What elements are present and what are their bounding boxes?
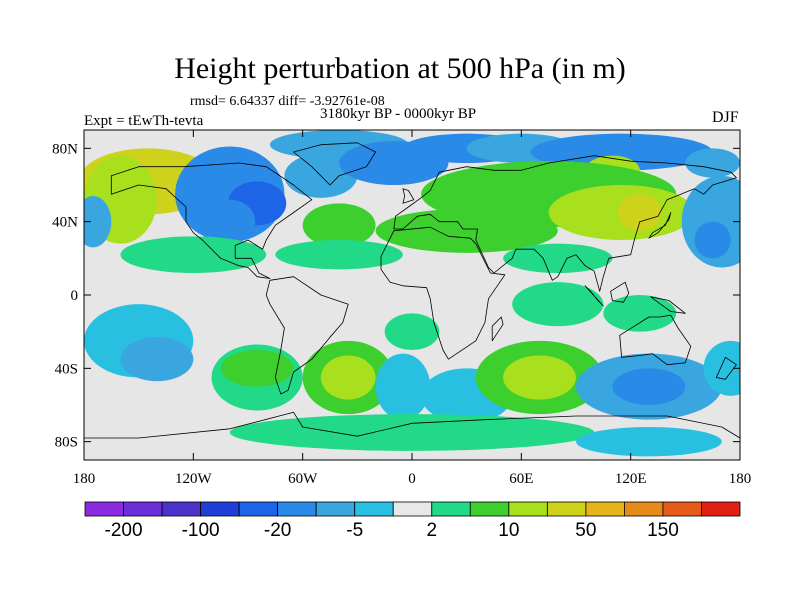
anomaly-region <box>384 313 440 350</box>
anomaly-region <box>220 350 294 387</box>
anomaly-region <box>603 295 677 332</box>
anomaly-region <box>694 221 731 259</box>
colorbar-label: -20 <box>264 520 291 541</box>
coastline-japan <box>648 212 672 239</box>
anomaly-region <box>275 240 403 270</box>
colorbar-label: 150 <box>647 520 679 541</box>
colorbar-swatch <box>161 501 201 517</box>
coastline-borneo <box>610 281 630 303</box>
colorbar-swatch <box>585 501 625 517</box>
lat-tick-label: 80S <box>55 435 78 451</box>
lon-tick-label: 60W <box>288 471 318 487</box>
season-label: DJF <box>712 109 739 126</box>
lat-tick-label: 0 <box>71 288 79 304</box>
coastline-new-guinea <box>650 296 686 314</box>
lat-tick-label: 80N <box>52 141 78 157</box>
colorbar-swatch <box>662 501 702 517</box>
colorbar-swatch <box>624 501 664 517</box>
anomaly-region <box>375 208 558 253</box>
colorbar-swatch <box>546 501 587 517</box>
colorbar-swatch <box>508 501 548 517</box>
anomaly-region <box>84 196 112 248</box>
coastline-new-zealand <box>715 356 737 380</box>
anomaly-region <box>204 199 256 244</box>
lon-tick-label: 0 <box>408 471 416 487</box>
colorbar-swatch <box>315 501 356 517</box>
anomaly-region <box>703 340 740 396</box>
lon-tick-label: 180 <box>73 471 96 487</box>
colorbar-swatch <box>200 501 240 517</box>
lat-tick-label: 40N <box>52 215 78 231</box>
colorbar-label: -200 <box>105 520 143 541</box>
anomaly-region <box>503 355 576 400</box>
anomaly-region <box>503 243 613 273</box>
anomaly-region <box>375 353 431 420</box>
lon-tick-label: 60E <box>509 471 533 487</box>
anomaly-region <box>530 133 713 171</box>
period-subtitle: 3180kyr BP - 0000kyr BP <box>320 106 477 122</box>
anomaly-region <box>617 194 662 231</box>
coastline-australia <box>619 314 692 366</box>
colorbar-swatch <box>123 501 163 517</box>
anomaly-region <box>302 203 376 248</box>
coastline-great-britain <box>402 188 415 204</box>
colorbar-swatch <box>238 501 279 517</box>
coastline-africa <box>380 226 506 360</box>
colorbar-label: 50 <box>575 520 596 541</box>
plot-title: Height perturbation at 500 hPa (in m) <box>174 52 626 85</box>
anomaly-region <box>512 282 604 327</box>
lon-tick-label: 120W <box>175 471 213 487</box>
coastline-south-america <box>265 276 349 395</box>
colorbar-swatch <box>277 501 317 517</box>
lon-axis: 180 120W 60W 0 60E 120E 180 <box>73 130 752 487</box>
anomaly-region <box>229 414 595 451</box>
experiment-label: Expt = tEwTh-tevta <box>84 113 204 129</box>
colorbar-labels: -200 -100 -20 -5 2 10 50 150 <box>105 520 679 541</box>
coastlines <box>84 142 740 460</box>
lat-axis: 80N 40N 0 40S 80S <box>52 141 740 451</box>
colorbar-swatch <box>431 501 471 517</box>
colorbar <box>84 501 741 517</box>
colorbar-swatch <box>469 501 510 517</box>
colorbar-label: 10 <box>498 520 519 541</box>
coastline-madagascar <box>491 316 504 342</box>
colorbar-swatch <box>701 501 741 517</box>
colorbar-label: -5 <box>346 520 363 541</box>
colorbar-swatch <box>392 501 433 517</box>
coastline-north-america <box>110 162 313 279</box>
anomaly-region <box>120 337 194 382</box>
colorbar-swatch <box>84 501 124 517</box>
anomaly-region <box>612 368 686 405</box>
colorbar-label: 2 <box>426 520 437 541</box>
anomaly-region <box>685 148 740 178</box>
coastline-greenland <box>293 142 377 186</box>
anomaly-region <box>120 236 267 273</box>
lon-tick-label: 180 <box>729 471 752 487</box>
anomaly-region <box>320 355 376 400</box>
coastline-sumatra <box>584 285 604 307</box>
coastline-antarctica <box>84 411 740 460</box>
lat-tick-label: 40S <box>55 361 78 377</box>
colorbar-label: -100 <box>182 520 220 541</box>
stats-line: rmsd= 6.64337 diff= -3.92761e-08 <box>190 94 385 109</box>
colorbar-swatch <box>354 501 394 517</box>
anomaly-region <box>576 427 722 457</box>
lon-tick-label: 120E <box>615 471 647 487</box>
coastline-eurasia <box>393 155 737 292</box>
